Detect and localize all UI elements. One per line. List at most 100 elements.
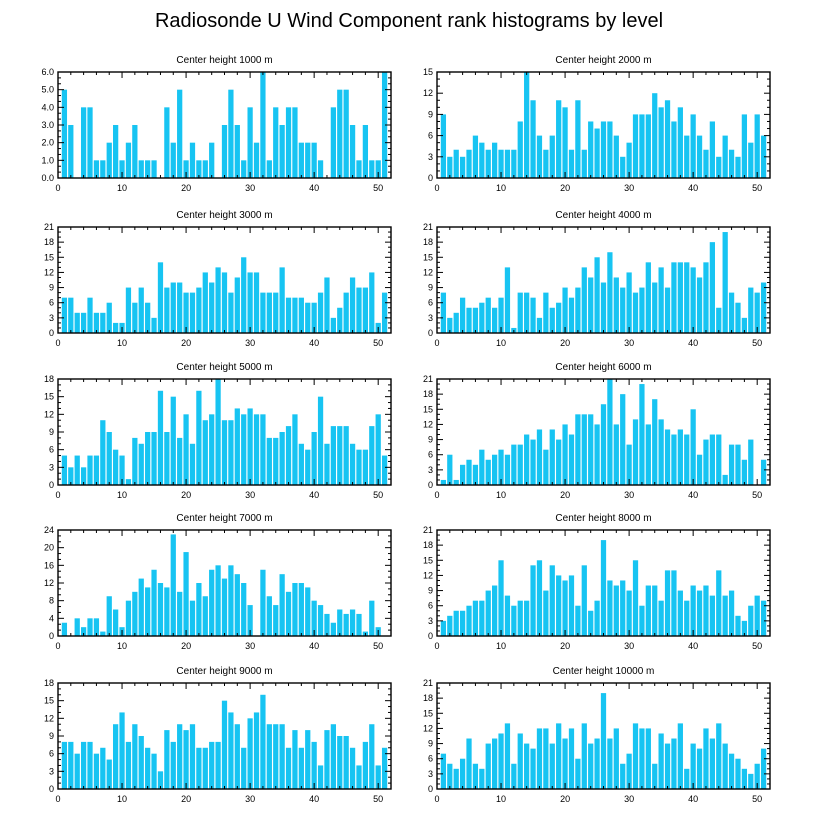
histogram-bar xyxy=(517,292,523,333)
histogram-bar xyxy=(221,125,228,178)
histogram-bar xyxy=(273,437,279,485)
histogram-bar xyxy=(330,622,336,636)
histogram-bar xyxy=(311,142,317,178)
y-tick-label: 1.0 xyxy=(41,155,54,165)
histogram-bar xyxy=(600,282,607,333)
histogram-bar xyxy=(568,149,575,178)
x-tick-label: 20 xyxy=(560,641,570,651)
histogram-bar xyxy=(151,753,157,789)
x-tick-label: 50 xyxy=(752,641,762,651)
histogram-bar xyxy=(196,390,202,485)
histogram-bar xyxy=(170,142,176,178)
histogram-bar xyxy=(202,596,208,636)
histogram-bar xyxy=(375,765,381,789)
y-tick-label: 9 xyxy=(428,435,433,445)
histogram-bar xyxy=(349,747,356,789)
histogram-bar xyxy=(356,449,362,485)
histogram-bar xyxy=(68,741,74,789)
y-tick-label: 3 xyxy=(428,152,433,162)
histogram-bar xyxy=(279,125,285,178)
histogram-bar xyxy=(170,282,176,333)
y-tick-label: 6 xyxy=(428,754,433,764)
x-tick-label: 10 xyxy=(117,641,127,651)
x-tick-label: 40 xyxy=(688,183,698,193)
histogram-bar xyxy=(735,758,741,789)
histogram-bar xyxy=(536,560,543,636)
histogram-bar xyxy=(196,747,202,789)
histogram-bar xyxy=(253,142,260,178)
histogram-bar xyxy=(93,312,100,333)
histogram-bar xyxy=(748,142,754,178)
histogram-bar xyxy=(68,467,74,485)
histogram-bar xyxy=(228,89,234,178)
histogram-bar xyxy=(728,753,735,789)
y-tick-label: 12 xyxy=(44,713,54,723)
histogram-bar xyxy=(74,455,80,485)
histogram-bar xyxy=(343,89,349,178)
histogram-bar xyxy=(317,605,324,636)
histogram-bar xyxy=(684,434,690,485)
histogram-bar xyxy=(485,149,491,178)
histogram-bar xyxy=(369,426,375,485)
histogram-bar xyxy=(472,600,479,636)
histogram-bar xyxy=(543,149,549,178)
histogram-bar xyxy=(324,443,330,485)
histogram-bar xyxy=(228,565,234,636)
histogram-bar xyxy=(138,443,144,485)
histogram-bar xyxy=(221,700,228,789)
histogram-bar xyxy=(754,763,760,789)
panel-title: Center height 1000 m xyxy=(176,55,273,66)
histogram-bar xyxy=(626,753,632,789)
histogram-bar xyxy=(343,426,349,485)
y-tick-label: 6 xyxy=(428,601,433,611)
histogram-bar xyxy=(273,107,279,178)
histogram-bar xyxy=(536,429,543,485)
histogram-bar xyxy=(645,585,651,636)
y-tick-label: 3 xyxy=(49,462,54,472)
histogram-bar xyxy=(453,149,459,178)
histogram-bar xyxy=(132,724,138,789)
x-tick-label: 50 xyxy=(752,183,762,193)
bar-series xyxy=(440,232,767,333)
histogram-bar xyxy=(279,267,285,333)
panel-title: Center height 3000 m xyxy=(176,210,273,221)
x-tick-label: 30 xyxy=(624,338,634,348)
histogram-bar xyxy=(741,114,748,178)
histogram-bar xyxy=(447,156,453,178)
histogram-bar xyxy=(228,712,234,789)
x-tick-label: 0 xyxy=(434,794,439,804)
y-tick-label: 3 xyxy=(49,766,54,776)
histogram-bar xyxy=(754,595,760,636)
histogram-bar xyxy=(594,600,600,636)
histogram-bar xyxy=(317,765,324,789)
y-tick-label: 5.0 xyxy=(41,85,54,95)
bar-series xyxy=(440,72,767,178)
histogram-bar xyxy=(472,135,479,178)
histogram-bar xyxy=(492,454,498,485)
bar-series xyxy=(61,379,388,485)
histogram-bar xyxy=(381,455,388,485)
histogram-bar xyxy=(652,399,658,485)
y-tick-label: 12 xyxy=(423,88,433,98)
y-tick-label: 0 xyxy=(428,784,433,794)
histogram-bar xyxy=(677,107,683,178)
histogram-bar xyxy=(164,432,170,485)
histogram-bar xyxy=(87,741,93,789)
histogram-bar xyxy=(632,114,639,178)
y-tick-label: 0 xyxy=(49,328,54,338)
histogram-bar xyxy=(728,292,735,333)
histogram-bar xyxy=(68,125,74,178)
histogram-bar xyxy=(652,282,658,333)
histogram-bar xyxy=(722,474,728,485)
histogram-bar xyxy=(645,114,651,178)
x-tick-label: 10 xyxy=(496,338,506,348)
histogram-bar xyxy=(260,694,266,789)
histogram-bar xyxy=(343,292,349,333)
histogram-bar xyxy=(543,449,549,485)
histogram-bar xyxy=(543,292,549,333)
panel-title: Center height 9000 m xyxy=(176,666,273,677)
histogram-bar xyxy=(485,459,491,485)
histogram-bar xyxy=(298,142,304,178)
histogram-bar xyxy=(492,585,498,636)
